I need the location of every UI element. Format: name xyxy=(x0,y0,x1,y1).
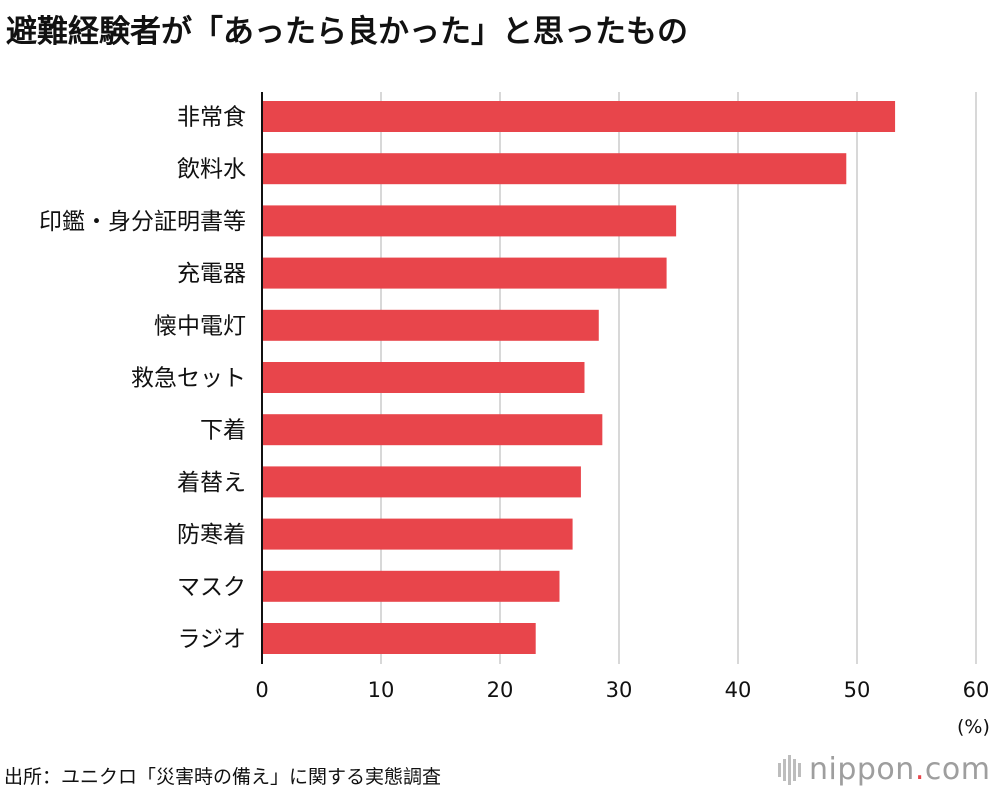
category-label: 下着 xyxy=(200,418,246,444)
bar xyxy=(262,466,581,498)
category-label: 着替え xyxy=(177,470,246,496)
bar xyxy=(262,518,573,550)
bar xyxy=(262,153,847,185)
bar xyxy=(262,257,667,289)
category-label: ラジオ xyxy=(177,627,246,653)
bar xyxy=(262,101,896,132)
x-tick-labels: 0 10 20 30 40 50 60 xyxy=(255,678,989,702)
bar xyxy=(262,309,599,341)
x-tick-label: 50 xyxy=(844,678,871,702)
bar xyxy=(262,623,536,654)
bar xyxy=(262,414,603,446)
category-label: 充電器 xyxy=(177,261,246,287)
bars xyxy=(262,101,896,654)
category-label: 非常食 xyxy=(177,105,246,131)
x-tick-label: 30 xyxy=(606,678,633,702)
x-tick-label: 40 xyxy=(725,678,752,702)
category-label: 救急セット xyxy=(131,366,246,392)
brand-logo: nippon.com xyxy=(778,752,990,787)
x-tick-label: 20 xyxy=(487,678,514,702)
category-label: 飲料水 xyxy=(177,157,246,183)
category-labels: 非常食飲料水印鑑・身分証明書等充電器懐中電灯救急セット下着着替え防寒着マスクラジ… xyxy=(39,105,246,653)
x-tick-label: 60 xyxy=(963,678,990,702)
bar xyxy=(262,205,677,237)
unit-label: (%) xyxy=(957,716,990,738)
bar xyxy=(262,362,585,393)
x-tick-label: 10 xyxy=(368,678,395,702)
source-note: 出所：ユニクロ「災害時の備え」に関する実態調査 xyxy=(4,766,442,788)
category-label: マスク xyxy=(177,574,246,600)
brand-bars-icon xyxy=(778,754,801,785)
bar xyxy=(262,570,560,602)
category-label: 印鑑・身分証明書等 xyxy=(39,209,246,235)
chart-title: 避難経験者が「あったら良かった」と思ったもの xyxy=(6,14,688,50)
x-tick-label: 0 xyxy=(255,678,268,702)
brand-name: nippon.com xyxy=(809,752,991,787)
category-label: 懐中電灯 xyxy=(154,313,246,339)
category-label: 防寒着 xyxy=(177,522,246,548)
